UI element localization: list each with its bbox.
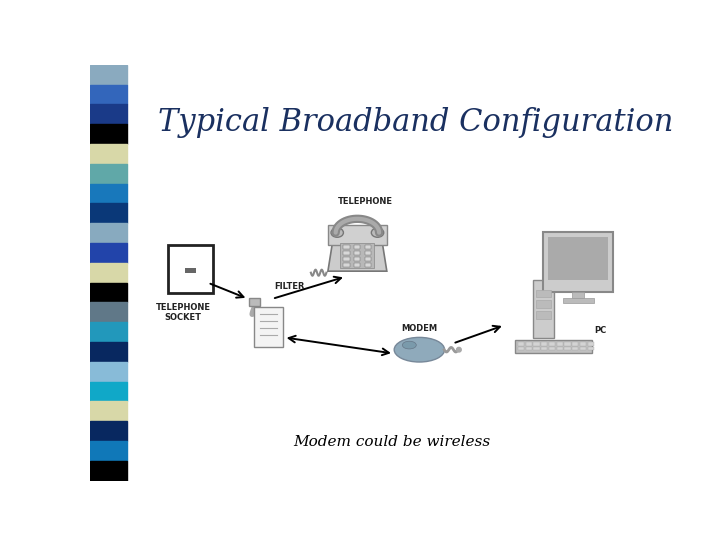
Bar <box>354 257 361 261</box>
Bar <box>518 347 524 350</box>
Text: TELEPHONE
SOCKET: TELEPHONE SOCKET <box>156 303 210 322</box>
Bar <box>557 342 563 346</box>
Bar <box>90 164 127 184</box>
Bar <box>343 257 350 261</box>
Bar <box>588 342 594 346</box>
Bar <box>341 244 374 268</box>
Bar <box>580 347 586 350</box>
Bar <box>90 204 127 223</box>
Ellipse shape <box>402 341 416 349</box>
Bar <box>90 124 127 144</box>
Text: Typical Broadband Configuration: Typical Broadband Configuration <box>158 107 674 138</box>
Bar <box>515 340 593 353</box>
Bar <box>365 251 372 255</box>
Bar <box>90 243 127 263</box>
Bar <box>168 245 213 293</box>
Ellipse shape <box>394 338 444 362</box>
Bar <box>90 184 127 204</box>
Bar <box>588 347 594 350</box>
Bar <box>90 461 127 481</box>
Bar <box>354 264 361 267</box>
Bar <box>90 302 127 322</box>
Bar <box>328 225 387 245</box>
Bar <box>536 311 551 319</box>
Bar <box>343 251 350 255</box>
Text: PC: PC <box>594 326 606 335</box>
Bar <box>90 65 127 85</box>
Bar <box>90 223 127 243</box>
Text: MODEM: MODEM <box>401 323 438 333</box>
Text: Modem could be wireless: Modem could be wireless <box>294 435 491 449</box>
Bar <box>90 342 127 362</box>
Bar <box>534 342 539 346</box>
Bar <box>548 237 608 280</box>
Bar <box>572 342 578 346</box>
Bar <box>541 342 547 346</box>
Bar <box>365 257 372 261</box>
Bar <box>354 245 361 249</box>
Bar <box>564 342 570 346</box>
Ellipse shape <box>372 228 384 237</box>
Bar <box>253 307 283 347</box>
Bar <box>533 280 554 338</box>
Polygon shape <box>328 242 387 271</box>
Bar <box>549 342 555 346</box>
Bar <box>249 298 260 306</box>
Bar <box>185 268 196 273</box>
Bar <box>544 232 613 292</box>
Bar <box>354 251 361 255</box>
Bar <box>536 289 551 298</box>
Bar <box>557 347 563 350</box>
Bar <box>90 144 127 164</box>
Bar <box>365 245 372 249</box>
Bar <box>90 263 127 282</box>
Bar <box>534 347 539 350</box>
Bar <box>541 347 547 350</box>
Bar <box>90 104 127 124</box>
Bar <box>90 85 127 104</box>
Bar <box>518 342 524 346</box>
Bar <box>580 342 586 346</box>
Bar <box>572 292 585 298</box>
Bar <box>90 421 127 441</box>
Bar <box>549 347 555 350</box>
Bar <box>90 322 127 342</box>
Bar <box>572 347 578 350</box>
Bar <box>526 347 532 350</box>
Text: FILTER: FILTER <box>275 282 305 291</box>
Circle shape <box>456 347 462 352</box>
Text: TELEPHONE: TELEPHONE <box>338 197 392 206</box>
Bar <box>564 347 570 350</box>
Bar <box>563 298 594 303</box>
Bar <box>90 401 127 421</box>
Bar <box>90 362 127 382</box>
Bar <box>526 342 532 346</box>
Bar <box>90 382 127 401</box>
Bar <box>343 245 350 249</box>
Ellipse shape <box>331 228 343 237</box>
Bar <box>536 300 551 308</box>
Bar <box>90 282 127 302</box>
Bar <box>90 441 127 461</box>
Bar <box>343 264 350 267</box>
Bar <box>365 264 372 267</box>
